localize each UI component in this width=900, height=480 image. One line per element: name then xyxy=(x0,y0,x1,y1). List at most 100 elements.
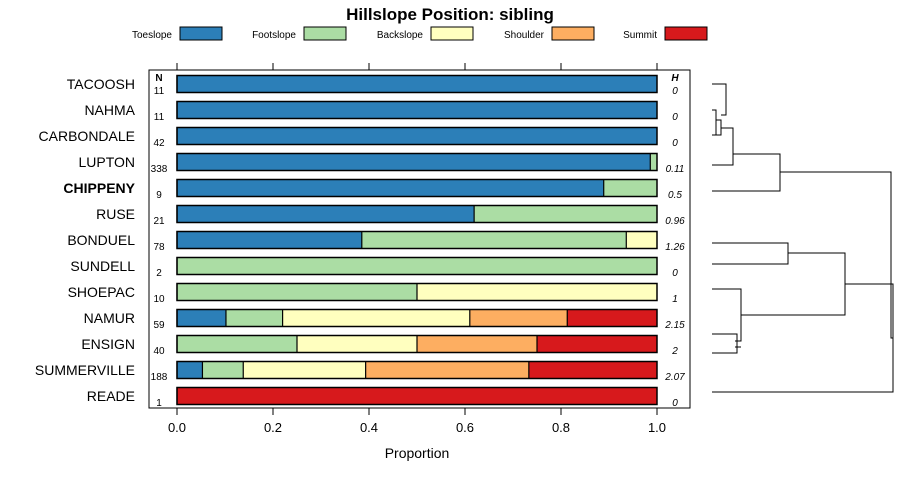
legend-label-backslope: Backslope xyxy=(377,30,424,41)
row-bonduel: BONDUEL 78 1.26 xyxy=(67,230,685,253)
row-h-value: 2.15 xyxy=(664,320,685,331)
bar-segment-namur-backslope xyxy=(282,309,470,327)
row-carbondale: CARBONDALE 42 0 xyxy=(39,126,678,149)
bar-segment-namur-shoulder xyxy=(469,309,568,327)
bar-outline xyxy=(176,178,658,198)
x-tick-label: 0.2 xyxy=(264,420,282,435)
row-label-lupton: LUPTON xyxy=(78,154,135,170)
row-label-tacoosh: TACOOSH xyxy=(67,76,135,92)
x-tick-label: 0.0 xyxy=(168,420,186,435)
bar-segment-chippeny-footslope xyxy=(603,179,657,197)
x-axis: 0.0 0.2 0.4 0.6 0.8 1.0 xyxy=(168,408,666,435)
bar-segment-ensign-footslope xyxy=(177,335,297,353)
bar-outline xyxy=(176,74,658,94)
row-ruse: RUSE 21 0.96 xyxy=(96,204,685,227)
bar-outline xyxy=(176,230,658,250)
dendrogram-branch xyxy=(712,333,738,354)
row-h-value: 1 xyxy=(672,294,678,305)
row-n-value: 59 xyxy=(153,320,165,331)
bar-segment-ruse-footslope xyxy=(474,205,657,223)
chart-title: Hillslope Position: sibling xyxy=(346,5,554,24)
legend-swatch-backslope xyxy=(430,26,474,41)
row-label-chippeny: CHIPPENY xyxy=(63,180,135,196)
legend-swatch-shoulder xyxy=(551,26,595,41)
row-n-value: 1 xyxy=(156,398,162,409)
bar-segment-namur-toeslope xyxy=(177,309,226,327)
bar-outline xyxy=(176,360,658,380)
row-label-namur: NAMUR xyxy=(84,310,135,326)
h-column-header: H xyxy=(671,73,679,84)
row-n-value: 11 xyxy=(154,112,165,123)
bar-segment-lupton-footslope xyxy=(650,153,657,171)
row-chippeny: CHIPPENY 9 0.5 xyxy=(63,178,682,201)
bar-segment-shoepac-footslope xyxy=(177,283,417,301)
bar-segment-bonduel-footslope xyxy=(361,231,627,249)
bar-outline xyxy=(176,100,658,120)
bar-segment-summerville-footslope xyxy=(202,361,244,379)
bar-segment-lupton-toeslope xyxy=(177,153,651,171)
row-n-value: 10 xyxy=(153,294,165,305)
row-n-value: 338 xyxy=(151,164,168,175)
dendrogram-branch xyxy=(712,83,727,116)
row-h-value: 0 xyxy=(672,268,678,279)
row-label-nahma: NAHMA xyxy=(84,102,135,118)
row-label-shoepac: SHOEPAC xyxy=(68,284,135,300)
dendrogram-branch xyxy=(716,119,722,136)
bar-segment-sundell-footslope xyxy=(177,257,657,275)
bar-outline xyxy=(176,386,658,406)
bar-segment-summerville-summit xyxy=(528,361,657,379)
row-label-summerville: SUMMERVILLE xyxy=(35,362,135,378)
row-ensign: ENSIGN 40 2 xyxy=(81,334,678,357)
bar-outline xyxy=(176,308,658,328)
row-summerville: SUMMERVILLE 188 2.07 xyxy=(35,360,685,383)
row-n-value: 2 xyxy=(156,268,162,279)
legend-label-shoulder: Shoulder xyxy=(504,30,545,41)
bar-outline xyxy=(176,152,658,172)
row-h-value: 2 xyxy=(671,346,678,357)
bar-segment-shoepac-backslope xyxy=(417,283,657,301)
x-tick-label: 0.8 xyxy=(552,420,570,435)
bar-segment-nahma-toeslope xyxy=(177,101,657,119)
row-h-value: 0.96 xyxy=(665,216,685,227)
dendrogram-branch xyxy=(741,252,846,316)
dendrogram-branch xyxy=(712,288,742,342)
row-n-value: 188 xyxy=(151,372,168,383)
x-axis-title: Proportion xyxy=(385,445,450,461)
row-n-value: 21 xyxy=(153,216,165,227)
top-axis-ticks xyxy=(176,63,658,70)
bar-segment-bonduel-toeslope xyxy=(177,231,362,249)
bar-segment-ensign-shoulder xyxy=(417,335,537,353)
row-nahma: NAHMA 11 0 xyxy=(84,100,678,123)
legend-swatch-footslope xyxy=(303,26,347,41)
row-sundell: SUNDELL 2 0 xyxy=(70,256,678,279)
row-label-reade: READE xyxy=(87,388,135,404)
bar-segment-namur-summit xyxy=(567,309,657,327)
bar-segment-summerville-shoulder xyxy=(365,361,529,379)
legend: Toeslope Footslope Backslope Shoulder Summit xyxy=(132,26,708,41)
bar-segment-summerville-backslope xyxy=(243,361,366,379)
dendrogram-branch xyxy=(712,242,789,265)
dendrogram-branch xyxy=(712,153,781,192)
dendrogram-branch xyxy=(712,127,734,166)
n-column-header: N xyxy=(155,73,162,84)
bar-segment-summerville-toeslope xyxy=(177,361,203,379)
plot-frame xyxy=(148,69,691,409)
legend-swatch-toeslope xyxy=(179,26,223,41)
legend-label-summit: Summit xyxy=(623,30,657,41)
dendrogram xyxy=(712,83,894,393)
row-n-value: 9 xyxy=(156,190,162,201)
bar-outline xyxy=(176,126,658,146)
bar-segment-ensign-backslope xyxy=(297,335,417,353)
row-tacoosh: TACOOSH 11 0 xyxy=(67,74,678,97)
row-h-value: 0 xyxy=(672,112,678,123)
x-tick-label: 0.6 xyxy=(456,420,474,435)
row-label-carbondale: CARBONDALE xyxy=(39,128,135,144)
bar-segment-tacoosh-toeslope xyxy=(177,75,657,93)
dendrogram-branch xyxy=(712,283,894,393)
row-label-ensign: ENSIGN xyxy=(81,336,135,352)
bar-segment-chippeny-toeslope xyxy=(177,179,604,197)
row-h-value: 0.11 xyxy=(666,164,685,175)
dendrogram-branch xyxy=(780,171,893,339)
